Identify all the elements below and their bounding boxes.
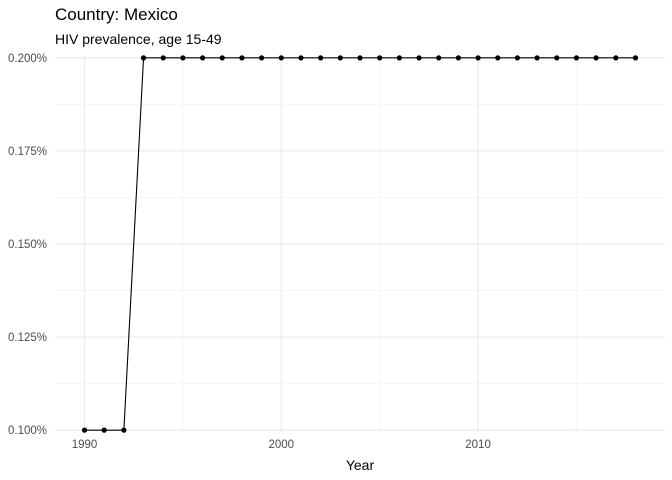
x-tick-label: 2010 — [465, 439, 491, 451]
major-gridlines — [55, 56, 665, 432]
data-point — [495, 55, 501, 61]
chart-title: Country: Mexico — [55, 5, 178, 24]
y-axis-tick-labels: 0.100% 0.125% 0.150% 0.175% 0.200% — [8, 53, 47, 437]
data-point — [337, 55, 343, 61]
data-point — [259, 55, 265, 61]
data-point — [632, 55, 639, 61]
data-point — [514, 55, 521, 61]
data-point — [357, 55, 363, 61]
data-point — [436, 55, 442, 61]
data-point — [239, 55, 245, 61]
x-axis-title: Year — [346, 457, 375, 473]
y-tick-label: 0.125% — [8, 332, 47, 344]
data-point — [554, 55, 560, 61]
series-layer — [81, 55, 639, 433]
data-point — [613, 55, 619, 61]
y-tick-label: 0.150% — [8, 239, 47, 251]
x-axis-tick-labels: 1990 2000 2010 — [72, 439, 491, 451]
data-point — [180, 55, 186, 61]
data-point — [573, 55, 580, 61]
data-point — [101, 427, 107, 433]
data-point — [377, 55, 383, 61]
data-point — [219, 55, 225, 61]
data-point — [593, 55, 599, 61]
chart-subtitle: HIV prevalence, age 15-49 — [55, 31, 222, 47]
data-point — [318, 55, 324, 61]
data-point — [396, 55, 402, 61]
minor-gridlines — [55, 56, 665, 432]
y-tick-label: 0.100% — [8, 425, 47, 437]
x-tick-label: 1990 — [72, 439, 98, 451]
y-tick-label: 0.175% — [8, 146, 47, 158]
data-point — [140, 55, 147, 61]
data-point — [160, 55, 166, 61]
data-point — [298, 55, 304, 61]
x-tick-label: 2000 — [268, 439, 294, 451]
y-tick-label: 0.200% — [8, 53, 47, 65]
data-point — [475, 55, 481, 61]
data-point — [278, 55, 284, 61]
data-point — [81, 427, 88, 433]
data-point — [199, 55, 206, 61]
data-point — [121, 427, 127, 433]
data-point — [534, 55, 540, 61]
data-point — [455, 55, 461, 61]
data-point — [416, 55, 422, 61]
